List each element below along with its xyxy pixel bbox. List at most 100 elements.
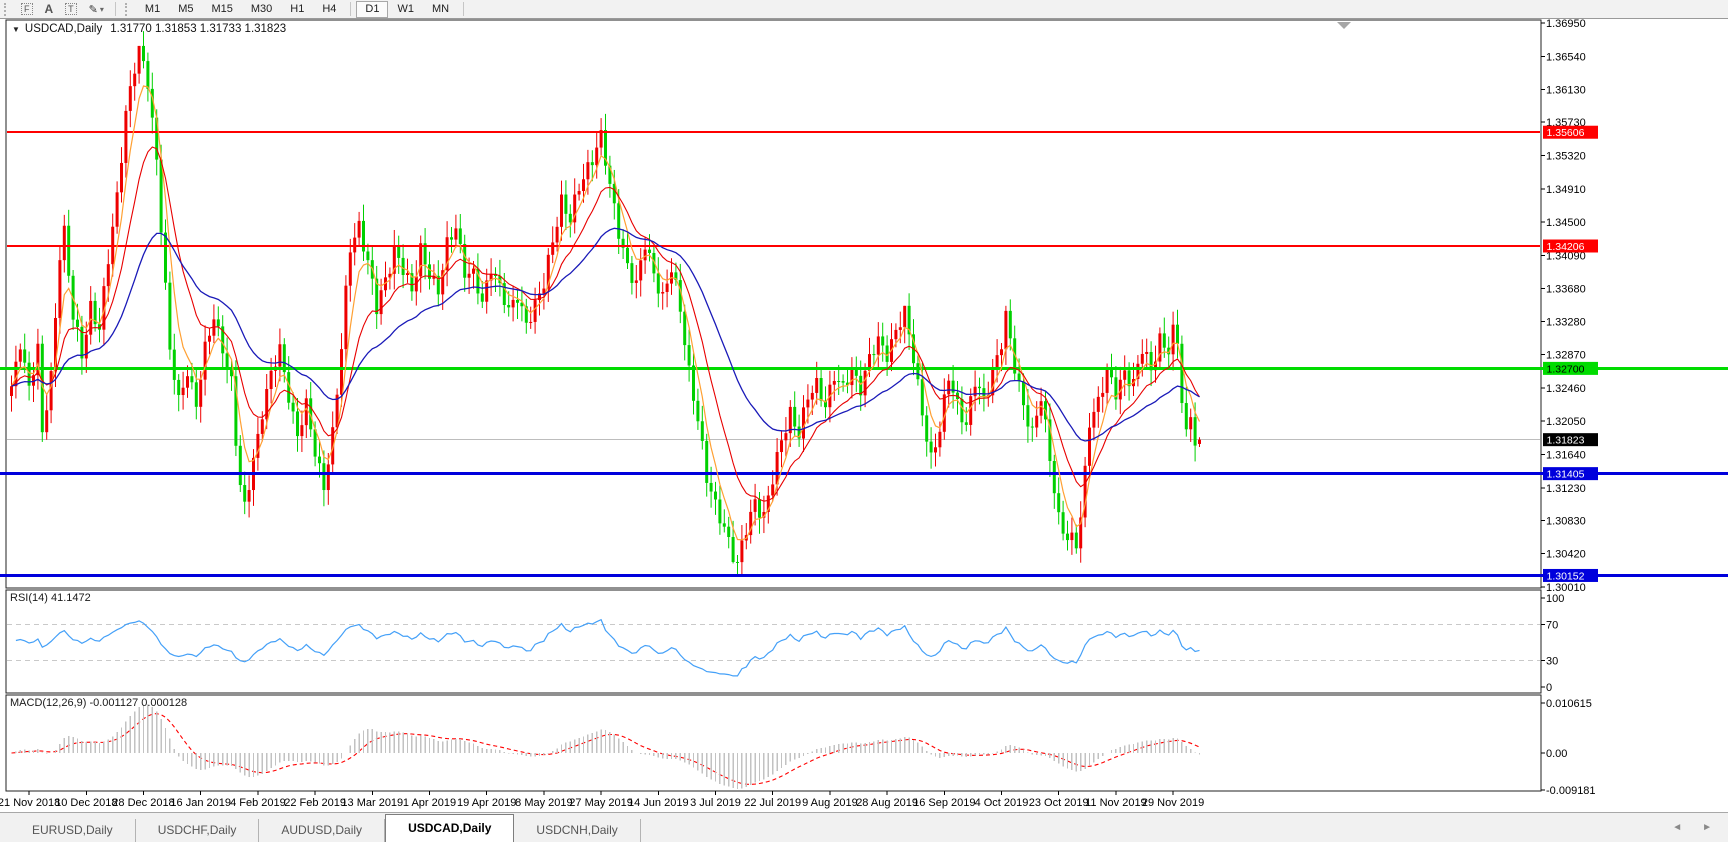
- svg-text:1.36130: 1.36130: [1546, 85, 1586, 97]
- pane-borders: [5, 19, 1542, 792]
- hline-price-label: [1543, 568, 1598, 582]
- chart-frame-icon[interactable]: F: [15, 1, 39, 18]
- chart-tabs-bar: EURUSD,Daily USDCHF,Daily AUDUSD,Daily U…: [0, 812, 1728, 842]
- svg-text:1.32050: 1.32050: [1546, 416, 1586, 428]
- tab-usdcad-daily[interactable]: USDCAD,Daily: [385, 814, 515, 842]
- chart-shift-marker-icon[interactable]: [1337, 22, 1351, 29]
- toolbar-drag-handle[interactable]: [4, 2, 9, 16]
- svg-text:27 May 2019: 27 May 2019: [569, 797, 633, 809]
- tab-usdcnh-daily[interactable]: USDCNH,Daily: [514, 819, 641, 842]
- svg-text:19 Apr 2019: 19 Apr 2019: [457, 797, 516, 809]
- svg-text:1.30010: 1.30010: [1546, 582, 1586, 594]
- chart-frame-glyph: F: [21, 3, 33, 15]
- svg-text:1.31640: 1.31640: [1546, 450, 1586, 462]
- svg-text:30: 30: [1546, 655, 1558, 667]
- svg-text:0.010615: 0.010615: [1546, 698, 1592, 710]
- timeframe-m15-button[interactable]: M15: [202, 1, 241, 18]
- toolbar-separator: [114, 2, 116, 16]
- svg-text:14 Jun 2019: 14 Jun 2019: [628, 797, 689, 809]
- svg-text:23 Oct 2019: 23 Oct 2019: [1029, 797, 1089, 809]
- svg-text:29 Nov 2019: 29 Nov 2019: [1142, 797, 1204, 809]
- svg-text:16 Jan 2019: 16 Jan 2019: [170, 797, 231, 809]
- svg-text:1.31230: 1.31230: [1546, 483, 1586, 495]
- svg-text:1.31405: 1.31405: [1547, 469, 1585, 481]
- svg-text:1.31823: 1.31823: [1547, 435, 1585, 447]
- svg-text:-0.009181: -0.009181: [1546, 785, 1596, 797]
- font-annotation-icon[interactable]: A: [39, 1, 60, 18]
- svg-text:9 Aug 2019: 9 Aug 2019: [802, 797, 858, 809]
- timeframe-m1-button[interactable]: M1: [136, 1, 169, 18]
- svg-text:1.32700: 1.32700: [1547, 363, 1585, 375]
- timeframe-h1-button[interactable]: H1: [281, 1, 313, 18]
- timeframe-h4-button[interactable]: H4: [313, 1, 345, 18]
- ohlc-values: 1.31770 1.31853 1.31733 1.31823: [110, 23, 287, 35]
- svg-text:100: 100: [1546, 593, 1564, 605]
- timeframe-d1-button[interactable]: D1: [356, 0, 389, 18]
- text-label-icon[interactable]: T: [59, 1, 83, 18]
- tab-eurusd-daily[interactable]: EURUSD,Daily: [10, 819, 136, 842]
- toolbar-drag-handle[interactable]: [124, 2, 130, 16]
- svg-text:22 Feb 2019: 22 Feb 2019: [284, 797, 346, 809]
- toolbar: F A T ✎ ▾ M1 M5 M15 M30 H1 H4 D1 W1 MN: [0, 0, 1728, 19]
- rsi-pane: 100 70 30 0: [7, 593, 1564, 694]
- ma-medium-line: [11, 146, 1200, 502]
- rsi-line: [15, 618, 1200, 677]
- svg-text:28 Aug 2019: 28 Aug 2019: [856, 797, 918, 809]
- tabs-scroll-right-icon[interactable]: ►: [1702, 822, 1712, 833]
- svg-text:1.36540: 1.36540: [1546, 51, 1586, 63]
- timeframe-w1-button[interactable]: W1: [388, 1, 423, 18]
- tab-usdchf-daily[interactable]: USDCHF,Daily: [136, 819, 260, 842]
- hline-price-label: [1543, 361, 1598, 375]
- svg-text:3 Jul 2019: 3 Jul 2019: [690, 797, 741, 809]
- svg-text:1 Apr 2019: 1 Apr 2019: [403, 797, 456, 809]
- svg-text:1.35320: 1.35320: [1546, 150, 1586, 162]
- svg-text:1.32460: 1.32460: [1546, 383, 1586, 395]
- text-label-glyph: T: [65, 3, 77, 15]
- tabs-scroll-left-icon[interactable]: ◄: [1672, 822, 1683, 833]
- price-axis: 1.369501.365401.361301.357301.353201.349…: [1541, 18, 1586, 594]
- svg-text:1.33680: 1.33680: [1546, 284, 1586, 296]
- pencil-icon: ✎: [88, 3, 98, 16]
- macd-signal-line: [11, 713, 1200, 785]
- svg-text:11 Nov 2019: 11 Nov 2019: [1085, 797, 1147, 809]
- svg-text:1.34090: 1.34090: [1546, 250, 1586, 262]
- svg-text:1.30830: 1.30830: [1546, 515, 1586, 527]
- svg-text:16 Sep 2019: 16 Sep 2019: [913, 797, 975, 809]
- symbol-dropdown-icon[interactable]: ▼: [12, 25, 20, 34]
- svg-text:4 Feb 2019: 4 Feb 2019: [230, 797, 286, 809]
- hline-price-label: [1543, 239, 1598, 253]
- svg-text:1.34206: 1.34206: [1547, 241, 1585, 253]
- svg-text:70: 70: [1546, 620, 1558, 632]
- ma-slow-line: [11, 227, 1200, 442]
- tab-scroll-nav: ◄ ►: [1672, 822, 1712, 833]
- svg-text:10 Dec 2018: 10 Dec 2018: [55, 797, 117, 809]
- svg-text:28 Dec 2018: 28 Dec 2018: [112, 797, 174, 809]
- svg-text:0.00: 0.00: [1546, 748, 1567, 760]
- current-price-label: [1543, 433, 1598, 447]
- tab-audusd-daily[interactable]: AUDUSD,Daily: [259, 819, 386, 842]
- svg-text:1.33280: 1.33280: [1546, 316, 1586, 328]
- hline-price-label: [1543, 467, 1598, 481]
- toolbar-separator: [350, 2, 352, 16]
- svg-text:1.34910: 1.34910: [1546, 184, 1586, 196]
- svg-text:8 May 2019: 8 May 2019: [515, 797, 572, 809]
- drawing-style-dropdown[interactable]: ✎ ▾: [83, 1, 110, 18]
- svg-text:1.36950: 1.36950: [1546, 18, 1586, 30]
- svg-text:22 Jul 2019: 22 Jul 2019: [744, 797, 801, 809]
- timeframe-m5-button[interactable]: M5: [169, 1, 202, 18]
- timeframe-mn-button[interactable]: MN: [423, 1, 458, 18]
- symbol-period-label: USDCAD,Daily: [24, 23, 103, 35]
- chevron-down-icon: ▾: [99, 4, 104, 14]
- svg-text:0: 0: [1546, 682, 1552, 694]
- ma-fast-line: [10, 85, 1201, 541]
- svg-text:4 Oct 2019: 4 Oct 2019: [975, 797, 1029, 809]
- candlesticks-layer: [10, 31, 1201, 576]
- timeframe-m30-button[interactable]: M30: [242, 1, 281, 18]
- svg-text:1.30152: 1.30152: [1547, 570, 1585, 582]
- macd-indicator-label: MACD(12,26,9) -0.001127 0.000128: [10, 697, 188, 709]
- svg-text:13 Mar 2019: 13 Mar 2019: [341, 797, 403, 809]
- chart-title: ▼ USDCAD,Daily 1.31770 1.31853 1.31733 1.3…: [12, 23, 286, 35]
